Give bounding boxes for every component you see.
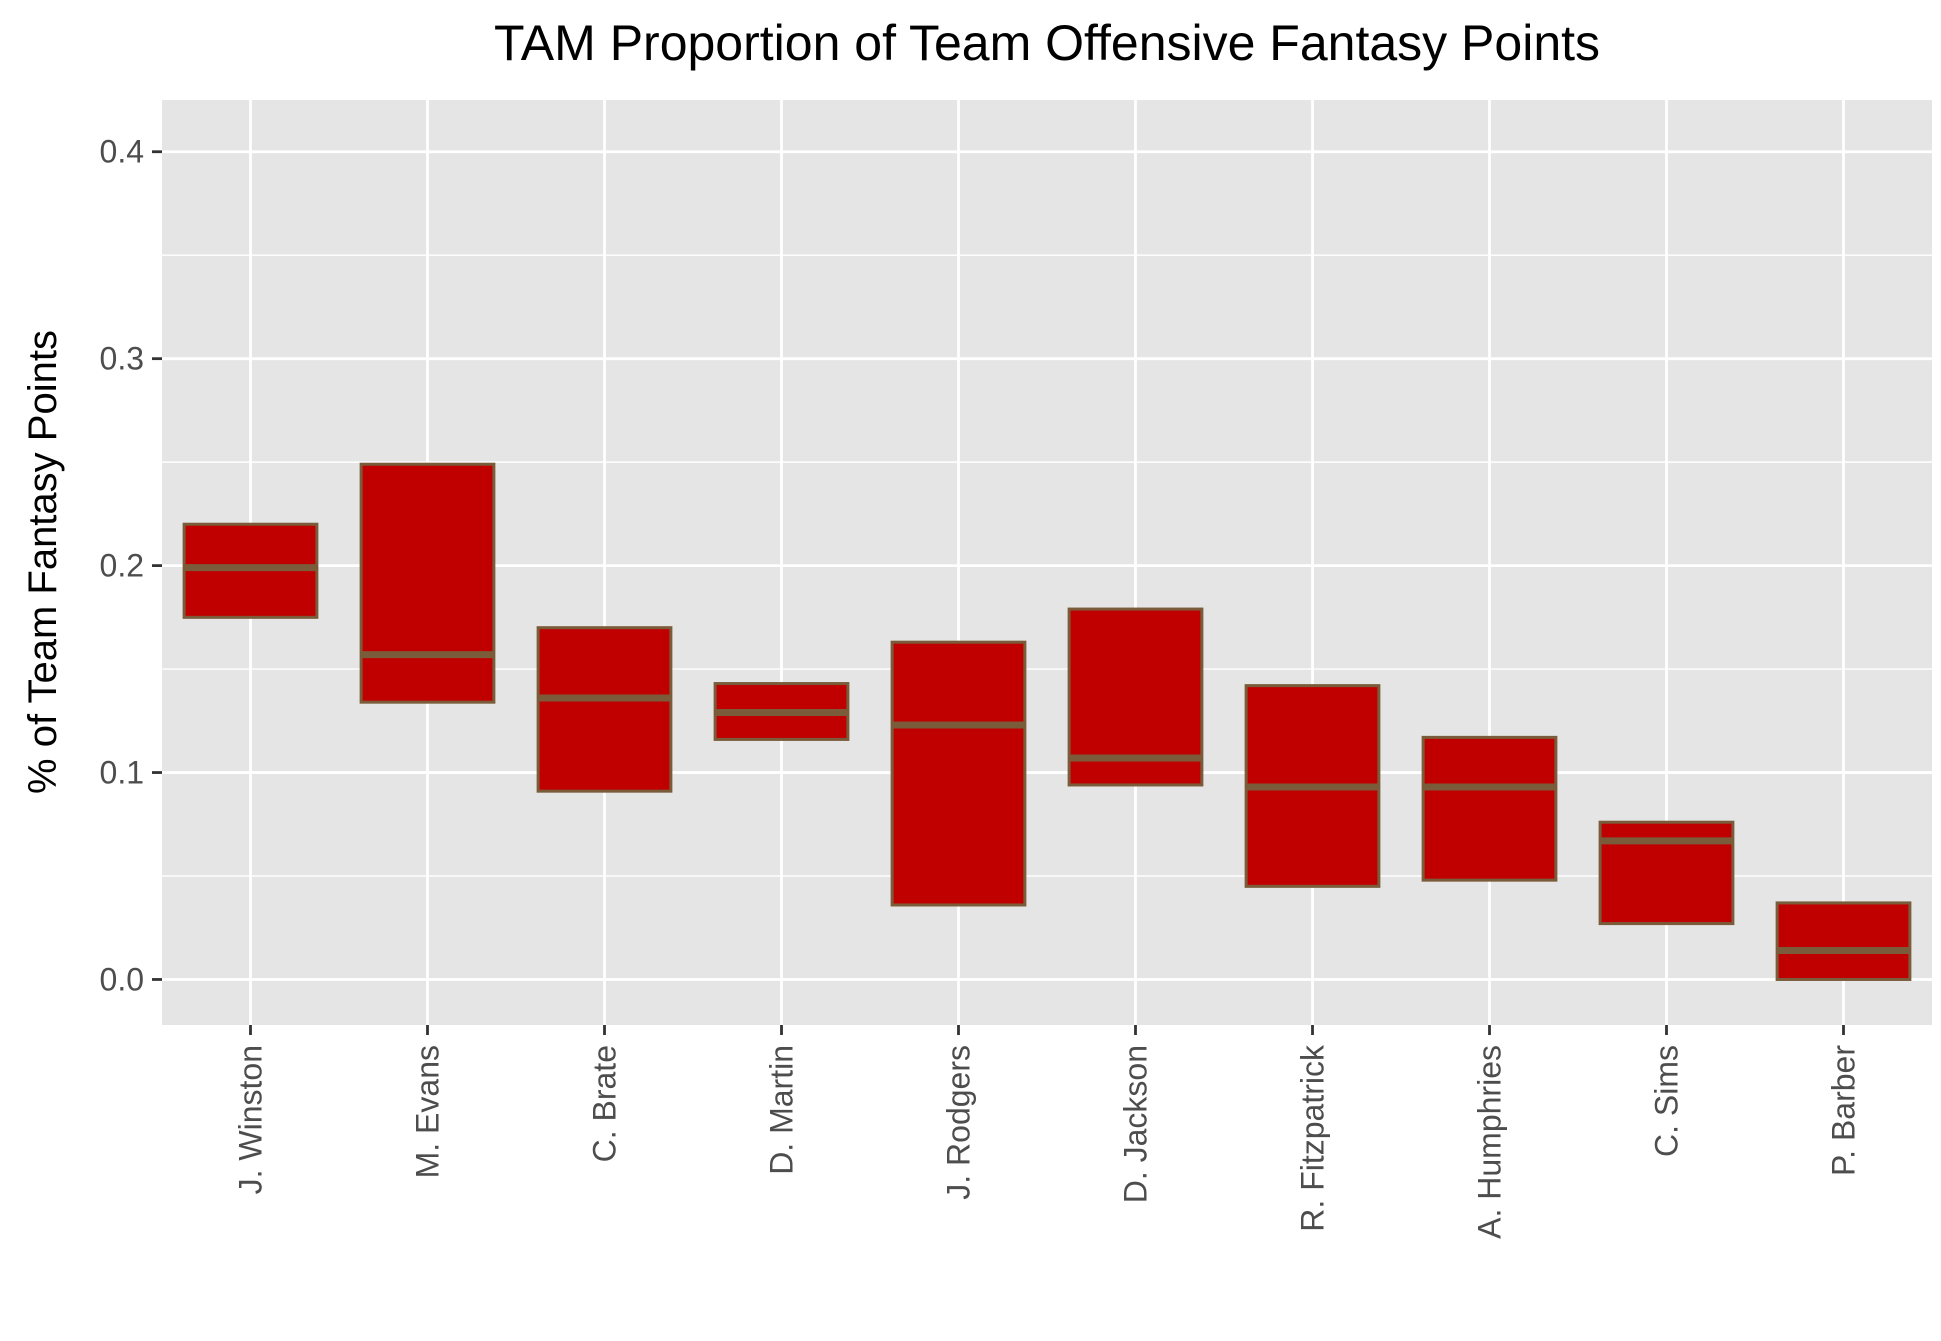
box-2 [359, 462, 496, 704]
x-tick-label: C. Sims [1649, 1045, 1685, 1157]
x-tick-label: D. Martin [764, 1045, 800, 1175]
y-tick-label: 0.3 [100, 341, 144, 377]
x-tick-label: J. Rodgers [941, 1045, 977, 1200]
axis-layer: 0.0 0.1 0.2 0.3 0.4 J. Winston M. Evans C. Brat… [100, 134, 1862, 1239]
x-tick-label: M. Evans [410, 1045, 446, 1178]
x-tick-label: D. Jackson [1118, 1045, 1154, 1203]
box-layer [182, 462, 1912, 981]
x-tick-label: J. Winston [233, 1045, 269, 1194]
chart-title: TAM Proportion of Team Offensive Fantasy… [494, 15, 1600, 71]
box-8 [1421, 735, 1558, 882]
x-tick-label: C. Brate [587, 1045, 623, 1162]
y-tick-label: 0.4 [100, 134, 144, 170]
x-tick-label: R. Fitzpatrick [1295, 1044, 1331, 1232]
y-axis-title: % of Team Fantasy Points [21, 330, 65, 794]
box-5 [890, 640, 1027, 907]
y-tick-label: 0.2 [100, 548, 144, 584]
x-tick-label: P. Barber [1826, 1045, 1862, 1176]
x-tick-label: A. Humphries [1472, 1045, 1508, 1239]
y-tick-label: 0.1 [100, 755, 144, 791]
box-3 [536, 626, 673, 793]
box-10 [1775, 901, 1912, 981]
y-tick-label: 0.0 [100, 961, 144, 997]
